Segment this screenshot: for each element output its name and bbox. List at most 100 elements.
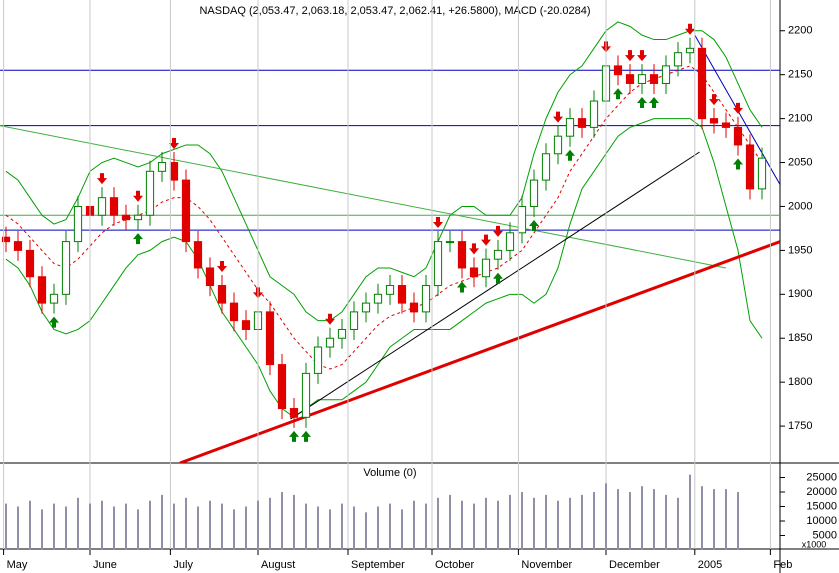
candle-body [49, 293, 59, 304]
chart-title: NASDAQ (2,053.47, 2,063.18, 2,053.47, 2,… [199, 5, 590, 17]
candle-body [157, 162, 167, 172]
volume-bar [449, 494, 451, 550]
volume-bar [497, 500, 499, 550]
trend-line [290, 151, 700, 420]
candle-body [649, 74, 659, 84]
sell-arrow [709, 94, 719, 106]
volume-bar [197, 506, 199, 550]
candle-body [25, 249, 35, 278]
candle-body [289, 408, 299, 418]
volume-bar [389, 503, 391, 550]
candle-body [37, 276, 47, 304]
trend-line [0, 125, 727, 269]
buy-arrow [49, 316, 59, 328]
volume-bar [545, 494, 547, 550]
y-tick-label: 1950 [788, 244, 812, 256]
buy-arrow [613, 88, 623, 100]
volume-bar [65, 506, 67, 550]
candle-body [661, 65, 671, 84]
y2-tick-label: 5000 [813, 529, 837, 541]
volume-bar [137, 509, 139, 550]
x-tick-label: July [173, 559, 193, 571]
volume-bar [269, 497, 271, 550]
candle-body [301, 372, 311, 418]
trend-line [179, 240, 780, 463]
volume-bar [29, 500, 31, 550]
x-tick-label: 2005 [698, 559, 722, 571]
volume-bar [329, 509, 331, 550]
candle-body [229, 302, 239, 322]
volume-bar [161, 494, 163, 550]
candle-body [433, 241, 443, 287]
volume-bar [737, 492, 739, 550]
candle-body [469, 267, 479, 278]
volume-unit: x1000 [802, 539, 827, 549]
x-tick-label: August [261, 559, 295, 571]
sell-arrow [493, 225, 503, 237]
x-tick-label: December [609, 559, 660, 571]
sell-arrow [133, 190, 143, 202]
candle-body [121, 214, 131, 221]
candle-body [97, 197, 107, 216]
y-tick-label: 1900 [788, 288, 812, 300]
candle-body [385, 285, 395, 295]
volume-bar [341, 503, 343, 550]
volume-bar [413, 500, 415, 550]
volume-bar [293, 494, 295, 550]
buy-arrow [565, 149, 575, 161]
y2-tick-label: 10000 [806, 515, 837, 527]
candle-body [133, 214, 143, 221]
volume-bar [485, 497, 487, 550]
volume-bar [425, 503, 427, 550]
volume-bar [725, 489, 727, 550]
x-tick-label: October [435, 559, 474, 571]
candle-body [721, 122, 731, 128]
candle-body [181, 179, 191, 243]
volume-bar [89, 503, 91, 550]
candle-body [733, 126, 743, 146]
y-tick-label: 2200 [788, 25, 812, 37]
candle-body [625, 74, 635, 84]
volume-bar [5, 503, 7, 550]
candle-body [493, 249, 503, 260]
volume-bar [713, 489, 715, 550]
candle-body [217, 285, 227, 304]
volume-bar [221, 503, 223, 550]
volume-bar [653, 489, 655, 550]
candle-body [421, 285, 431, 313]
volume-bar [257, 500, 259, 550]
candle-body [637, 74, 647, 84]
buy-arrow [649, 97, 659, 109]
y-tick-label: 2000 [788, 200, 812, 212]
volume-bar [245, 506, 247, 550]
price-panel [0, 21, 780, 463]
x-tick-label: Feb [773, 559, 792, 571]
candle-body [505, 232, 515, 251]
volume-bar [617, 489, 619, 550]
candle-body [61, 241, 71, 295]
candle-body [361, 302, 371, 313]
volume-bar [173, 503, 175, 550]
buy-arrow [493, 272, 503, 284]
candle-body [373, 293, 383, 304]
candle-body [613, 65, 623, 76]
volume-bar [593, 492, 595, 550]
volume-bar [521, 492, 523, 550]
sell-arrow [433, 217, 443, 229]
volume-bar [281, 492, 283, 550]
volume-bar [125, 503, 127, 550]
candle-body [397, 285, 407, 304]
x-tick-label: June [93, 559, 117, 571]
y2-tick-label: 20000 [806, 486, 837, 498]
buy-arrow [733, 158, 743, 170]
candle-body [757, 157, 767, 190]
indicator-line [5, 65, 763, 370]
volume-bar [641, 486, 643, 550]
indicator-line [5, 21, 763, 322]
volume-bar [305, 503, 307, 550]
candle-body [109, 197, 119, 216]
volume-bar [581, 494, 583, 550]
sell-arrow [481, 234, 491, 246]
volume-bar [665, 494, 667, 550]
